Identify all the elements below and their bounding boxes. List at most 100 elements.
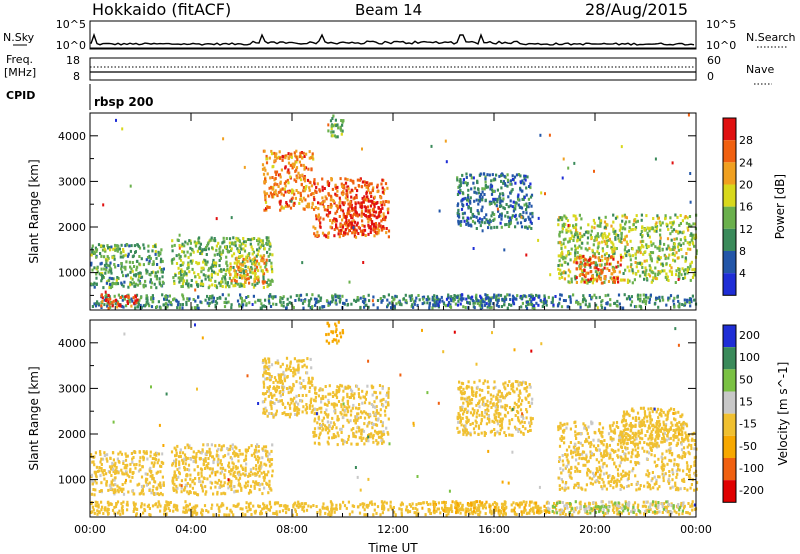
data-cell	[640, 230, 643, 233]
data-cell	[347, 384, 350, 388]
data-cell	[268, 412, 271, 415]
data-cell	[648, 253, 651, 256]
data-cell	[312, 225, 315, 229]
data-cell	[356, 221, 359, 225]
data-cell	[216, 272, 219, 276]
data-cell	[610, 224, 613, 228]
data-cell	[113, 488, 117, 492]
data-speckle	[230, 216, 233, 220]
data-cell	[154, 250, 157, 254]
data-cell	[343, 302, 346, 305]
data-cell	[181, 270, 184, 273]
data-cell	[384, 400, 387, 404]
data-cell	[595, 279, 598, 283]
data-cell	[244, 481, 248, 485]
data-cell	[647, 296, 650, 300]
data-cell	[114, 248, 117, 252]
data-cell	[693, 244, 696, 248]
data-cell	[572, 224, 575, 228]
data-cell	[514, 225, 517, 229]
data-cell	[129, 283, 132, 287]
data-cell	[458, 184, 461, 188]
data-cell	[248, 252, 251, 256]
data-cell	[415, 296, 418, 300]
data-cell	[648, 229, 651, 233]
data-cell	[372, 440, 375, 444]
data-cell	[690, 300, 693, 304]
data-cell	[119, 296, 122, 299]
data-cell	[266, 390, 269, 394]
data-cell	[574, 244, 577, 248]
data-cell	[292, 306, 295, 309]
data-cell	[363, 410, 366, 414]
data-cell	[264, 369, 267, 373]
data-speckle	[129, 184, 132, 188]
colorbar-tick-label: 12	[739, 223, 753, 236]
data-cell	[583, 280, 586, 284]
data-cell	[574, 218, 577, 222]
data-cell	[383, 295, 386, 299]
data-cell	[373, 203, 376, 207]
data-cell	[173, 459, 176, 463]
data-cell	[454, 302, 457, 306]
data-cell	[458, 297, 461, 301]
data-cell	[200, 270, 203, 274]
data-cell	[374, 405, 377, 409]
data-cell	[336, 185, 339, 189]
data-cell	[100, 481, 103, 485]
data-cell	[296, 176, 299, 180]
data-cell	[347, 207, 350, 211]
data-cell	[194, 299, 197, 303]
data-cell	[366, 186, 370, 190]
data-cell	[495, 298, 498, 302]
data-cell	[182, 297, 185, 301]
data-cell	[119, 487, 122, 491]
data-cell	[641, 300, 644, 304]
data-cell	[266, 372, 269, 375]
data-cell	[313, 412, 316, 416]
data-cell	[221, 293, 224, 297]
data-speckle	[290, 199, 293, 203]
data-cell	[275, 398, 278, 402]
data-cell	[478, 220, 481, 224]
data-cell	[521, 301, 524, 305]
data-cell	[146, 269, 149, 273]
data-cell	[519, 205, 522, 209]
data-cell	[268, 373, 271, 377]
data-cell	[528, 294, 531, 298]
data-cell	[146, 457, 149, 461]
data-cell	[201, 486, 204, 490]
data-cell	[180, 268, 183, 272]
data-cell	[510, 303, 513, 307]
data-cell	[207, 247, 210, 251]
data-cell	[171, 476, 174, 480]
data-cell	[528, 298, 532, 301]
data-cell	[357, 225, 360, 229]
data-cell	[379, 224, 382, 228]
data-cell	[199, 282, 203, 286]
data-cell	[579, 272, 582, 276]
data-cell	[251, 252, 254, 256]
data-cell	[288, 415, 291, 419]
data-cell	[244, 244, 247, 248]
data-cell	[369, 204, 372, 208]
data-cell	[279, 202, 282, 206]
data-cell	[174, 454, 177, 458]
nave-label: Nave	[746, 63, 774, 76]
data-cell	[226, 482, 229, 486]
data-cell	[260, 302, 263, 306]
data-cell	[634, 227, 637, 231]
data-cell	[519, 294, 522, 298]
data-cell	[296, 413, 299, 417]
data-cell	[251, 267, 254, 271]
data-cell	[498, 205, 502, 208]
data-cell	[126, 294, 129, 298]
data-cell	[341, 398, 344, 402]
data-cell	[234, 452, 237, 456]
data-cell	[641, 266, 644, 269]
data-cell	[467, 301, 470, 305]
data-cell	[268, 156, 271, 160]
data-cell	[276, 385, 279, 389]
data-cell	[380, 435, 383, 439]
data-cell	[164, 302, 167, 306]
